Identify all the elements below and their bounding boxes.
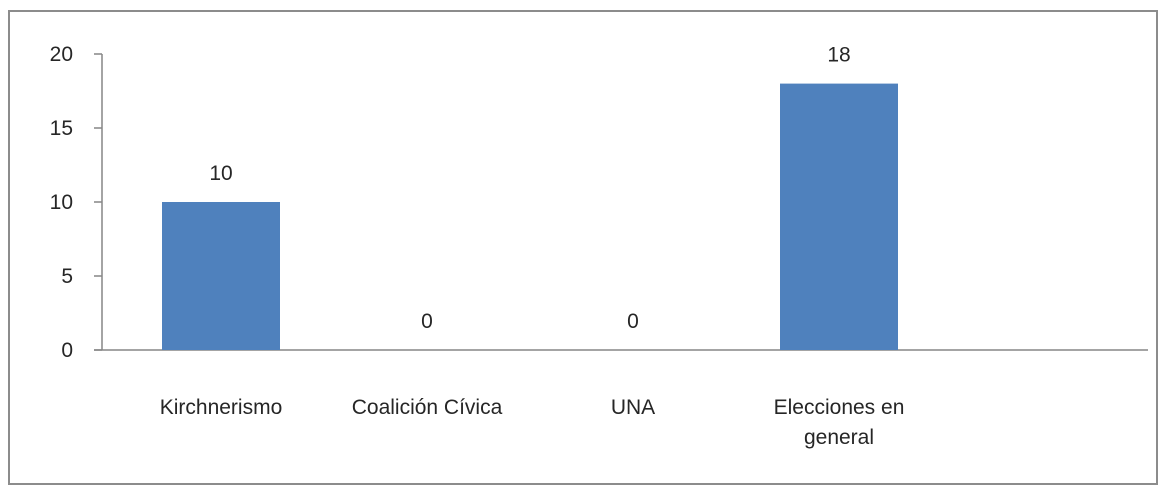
x-category-label-line: UNA (611, 396, 655, 419)
y-tick-label: 0 (61, 339, 73, 362)
x-category-label: UNA (611, 396, 655, 419)
x-category-label-line: Kirchnerismo (160, 396, 283, 419)
bar-chart: 0 5 10 15 20 10 Kirchnerismo 0 Coalición Cívica 0… (50, 43, 1148, 449)
y-tick-label: 5 (61, 265, 73, 288)
data-label: 0 (627, 310, 639, 333)
x-category-label-line: Elecciones en (774, 396, 905, 419)
y-tick-label: 20 (50, 43, 73, 66)
x-category-label-line: general (804, 426, 874, 449)
bar-4 (780, 83, 898, 350)
bar-1 (162, 202, 280, 350)
x-category-label: Kirchnerismo (160, 396, 283, 419)
data-label: 10 (209, 162, 232, 185)
y-tick-label: 10 (50, 191, 73, 214)
y-tick-label: 15 (50, 117, 73, 140)
chart-frame: 0 5 10 15 20 10 Kirchnerismo 0 Coalición Cívica 0… (8, 10, 1158, 485)
data-label: 18 (827, 44, 850, 67)
data-label: 0 (421, 310, 433, 333)
x-category-label-line: Coalición Cívica (352, 396, 503, 419)
x-category-label: Coalición Cívica (352, 396, 503, 419)
x-category-label: Elecciones en general (774, 396, 905, 449)
